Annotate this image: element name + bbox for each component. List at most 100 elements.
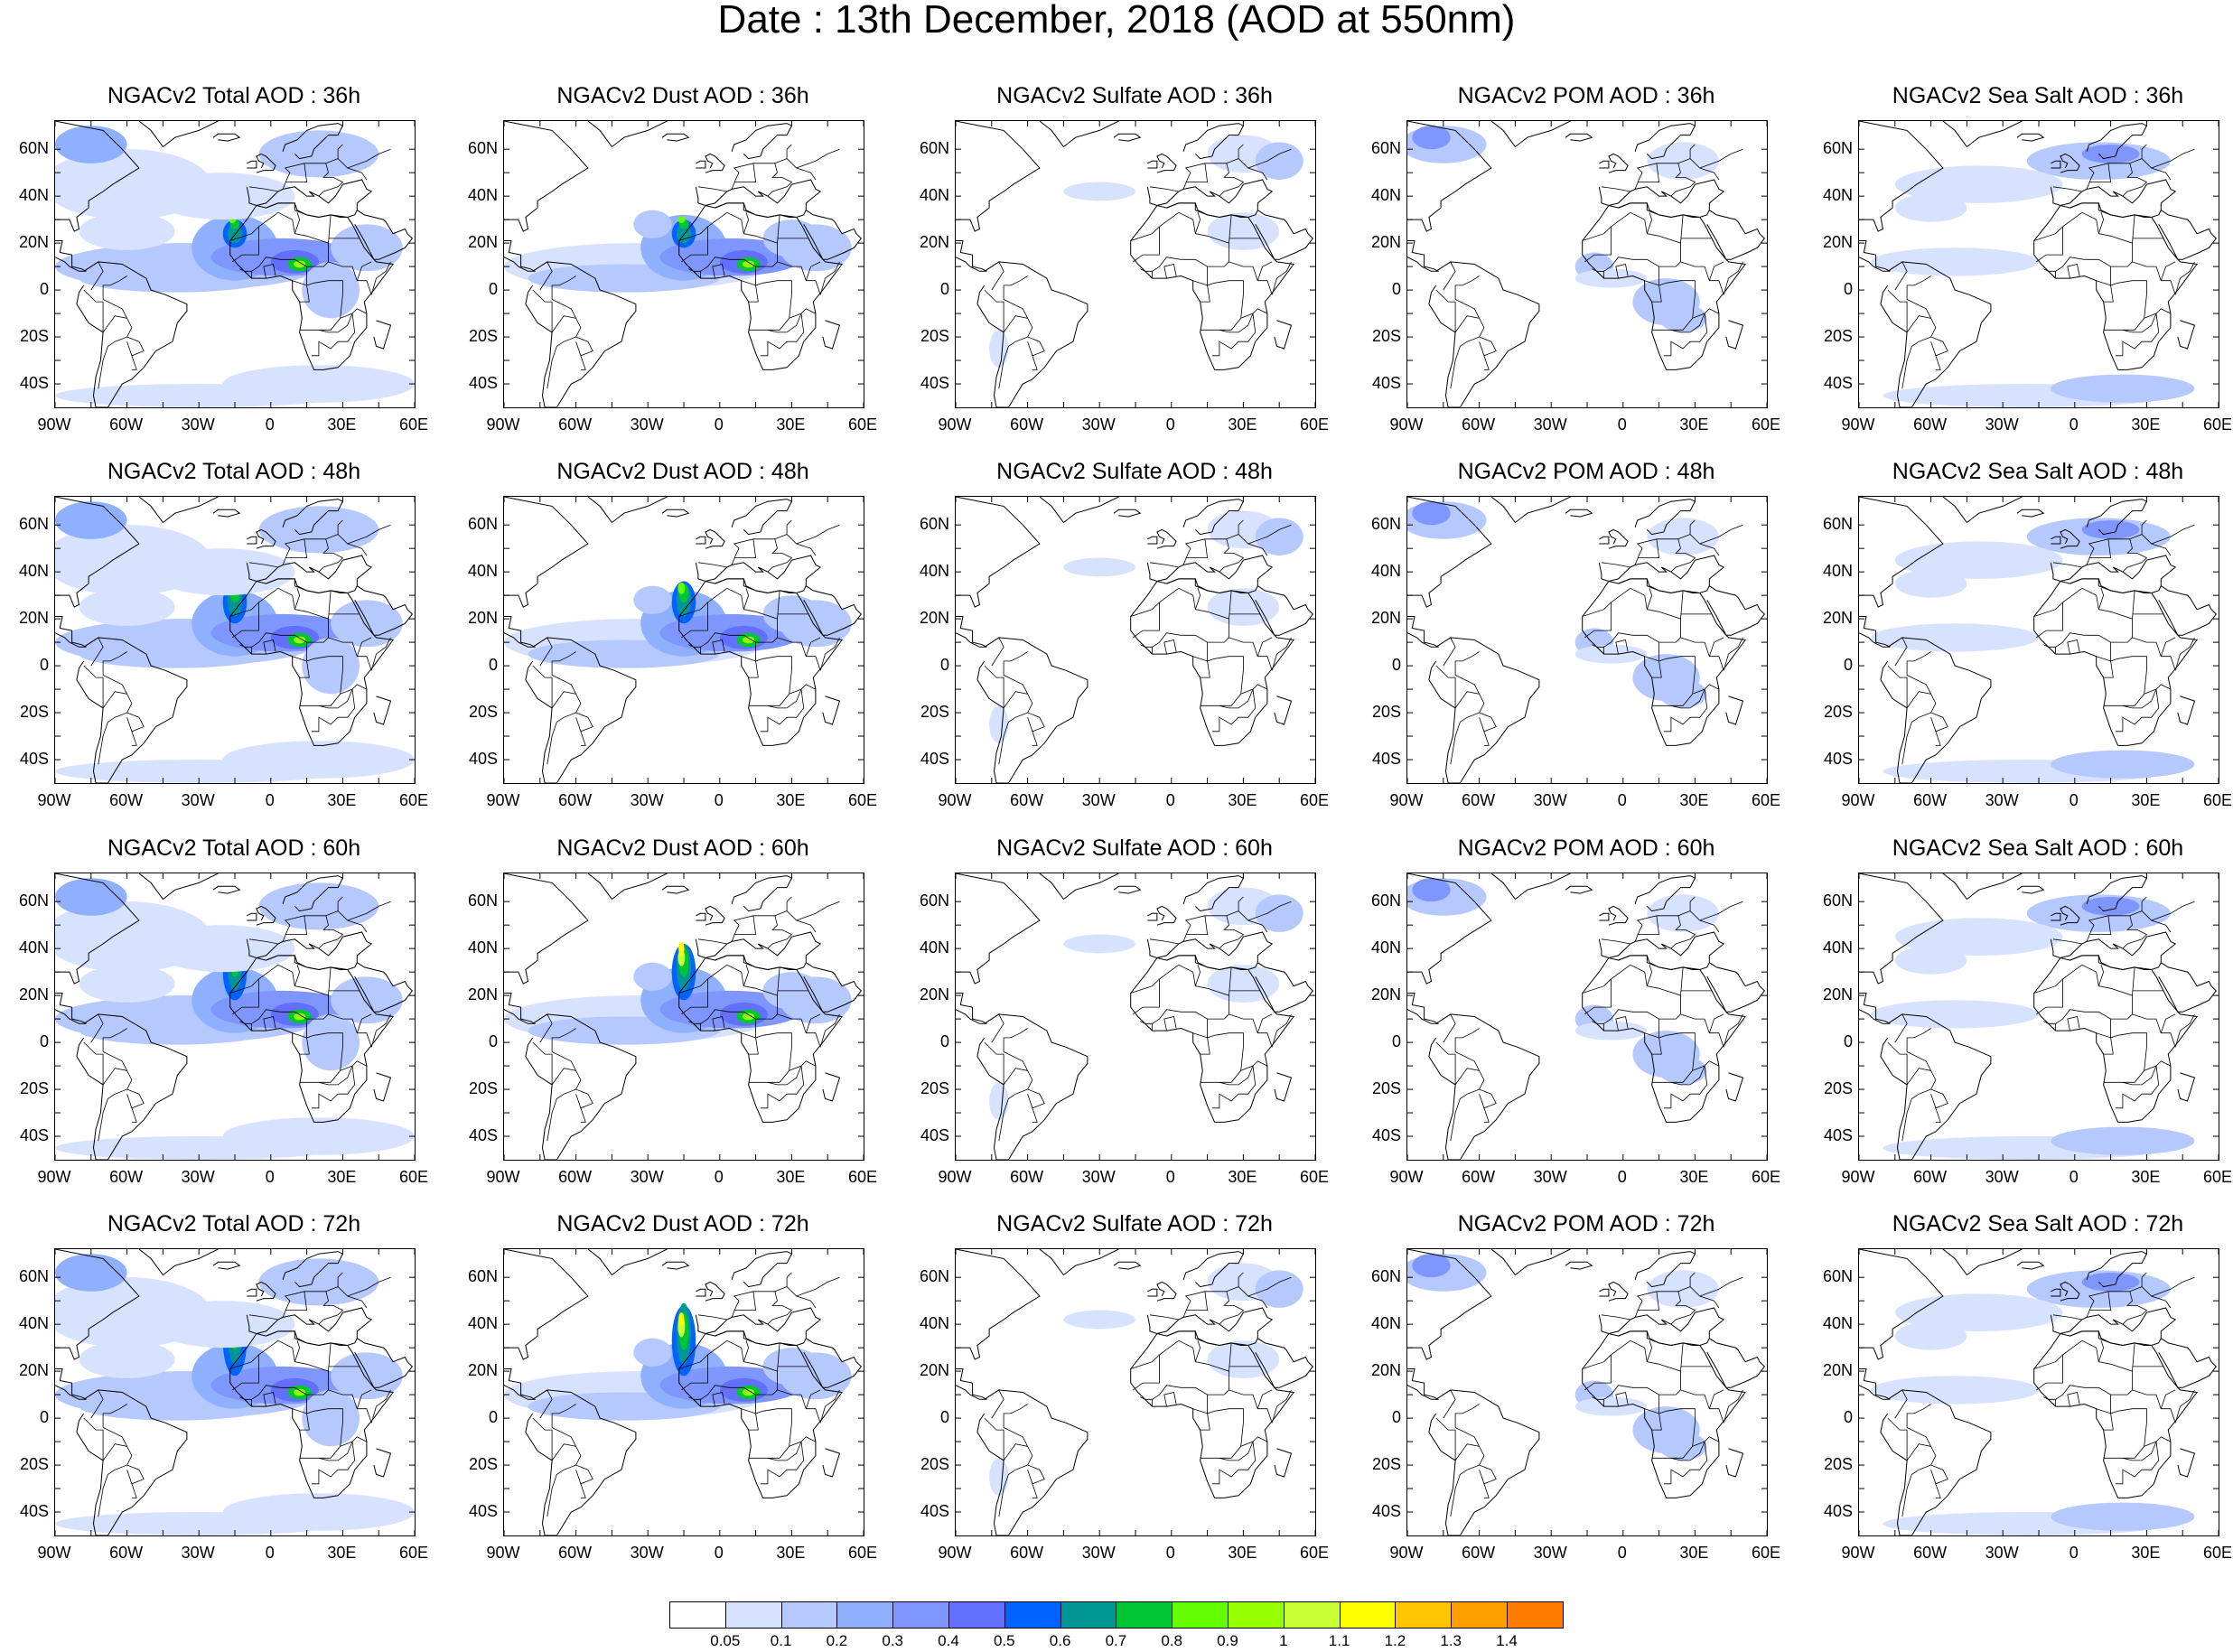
country-border	[2103, 266, 2147, 331]
country-border	[1003, 1068, 1033, 1090]
country-border	[774, 1286, 817, 1309]
coastline	[1428, 637, 1540, 783]
aod-field	[677, 224, 691, 244]
coastline	[282, 499, 344, 536]
coastline	[373, 1072, 392, 1102]
aod-field	[79, 212, 175, 250]
aod-field	[1894, 541, 2063, 579]
country-border	[1637, 915, 1660, 935]
country-border	[1140, 644, 1154, 655]
country-border	[688, 268, 702, 279]
lat-label: 40S	[1823, 1502, 1853, 1521]
country-border	[2086, 1291, 2148, 1325]
coastline	[1407, 993, 1439, 1024]
country-border	[805, 1389, 821, 1409]
coastline	[1156, 528, 1177, 549]
coastline	[76, 1389, 188, 1535]
lat-label: 20S	[920, 1079, 949, 1098]
lon-label: 90W	[486, 1544, 520, 1562]
country-border	[370, 1389, 391, 1423]
country-border	[299, 1019, 343, 1083]
country-border	[551, 1404, 576, 1447]
country-border	[337, 1272, 343, 1287]
country-border	[678, 964, 778, 1024]
colorbar-tick-label: 0.9	[1217, 1632, 1238, 1649]
lon-label: 90W	[938, 415, 972, 434]
lat-label: 60N	[1370, 515, 1401, 534]
country-border	[311, 688, 356, 733]
country-border	[984, 1041, 1004, 1085]
lat-label: 0	[39, 1032, 49, 1051]
map-panel-seasalt-row1	[1858, 120, 2219, 408]
aod-field	[331, 224, 403, 272]
panel-title-pom-row3: NGACv2 POM AOD : 60h	[1457, 835, 1715, 861]
country-border	[83, 289, 104, 332]
country-border	[1906, 315, 1937, 338]
country-border	[1454, 1443, 1485, 1466]
coastline	[55, 873, 140, 985]
country-border	[1894, 1013, 1908, 1043]
lon-label: 60W	[109, 791, 144, 809]
lon-label: 90W	[1389, 1544, 1424, 1562]
coastline	[1428, 1389, 1540, 1535]
coastline	[731, 123, 793, 160]
lon-label: 30W	[1985, 791, 2019, 809]
aod-field	[1412, 501, 1451, 526]
country-border	[991, 1389, 1004, 1419]
lon-label: 0	[714, 1544, 724, 1562]
coastline	[1859, 993, 1891, 1024]
lat-label: 0	[939, 1408, 949, 1427]
country-border	[1435, 1417, 1456, 1461]
country-border	[1435, 1041, 1456, 1085]
coastline	[1706, 962, 1765, 1013]
country-border	[1454, 1068, 1485, 1090]
country-border	[681, 226, 708, 263]
country-border	[282, 538, 344, 573]
map-canvas	[504, 121, 864, 407]
coastline	[2086, 1251, 2148, 1288]
aod-field	[302, 261, 360, 319]
colorbar-swatch	[836, 1601, 894, 1629]
country-border	[2174, 1389, 2195, 1423]
colorbar-swatch	[1116, 1601, 1173, 1629]
country-border	[2036, 1354, 2063, 1391]
lon-label: 0	[1165, 791, 1175, 809]
aod-field	[1894, 946, 1967, 975]
coastline	[956, 121, 1041, 232]
coastline	[76, 637, 188, 783]
country-border	[1192, 656, 1210, 678]
lon-label: 0	[1617, 1544, 1627, 1562]
country-border	[1651, 1395, 1696, 1459]
coastline	[1859, 240, 1891, 272]
coastline	[1608, 905, 1629, 926]
lon-label: 30W	[1081, 1168, 1116, 1186]
aod-field	[677, 216, 686, 224]
lon-label: 60W	[558, 415, 593, 434]
coastline	[1608, 1281, 1629, 1302]
country-border	[115, 712, 145, 733]
country-border	[83, 665, 104, 708]
country-border	[1680, 261, 1724, 295]
lat-label: 20N	[1370, 985, 1401, 1004]
country-border	[318, 1065, 353, 1086]
country-border	[115, 1464, 145, 1485]
country-border	[2098, 1340, 2105, 1362]
lat-label: 0	[488, 1032, 498, 1051]
country-border	[1211, 688, 1257, 733]
country-border	[356, 261, 372, 281]
lon-label: 60W	[1462, 1544, 1496, 1562]
lon-label: 60E	[398, 415, 429, 434]
country-border	[1003, 691, 1033, 714]
country-border	[1634, 538, 1696, 573]
colorbar-tick-label: 0.6	[1049, 1632, 1071, 1649]
country-border	[1226, 910, 1268, 933]
country-border	[1637, 163, 1660, 182]
aod-field	[222, 1493, 415, 1531]
country-border	[294, 965, 301, 986]
panel-title-total-row2: NGACv2 Total AOD : 48h	[107, 459, 361, 484]
map-canvas	[956, 121, 1315, 407]
country-border	[1229, 1013, 1273, 1048]
lat-label: 40N	[919, 186, 949, 205]
lon-label: 60E	[2202, 1168, 2233, 1186]
country-border	[1663, 313, 1708, 357]
